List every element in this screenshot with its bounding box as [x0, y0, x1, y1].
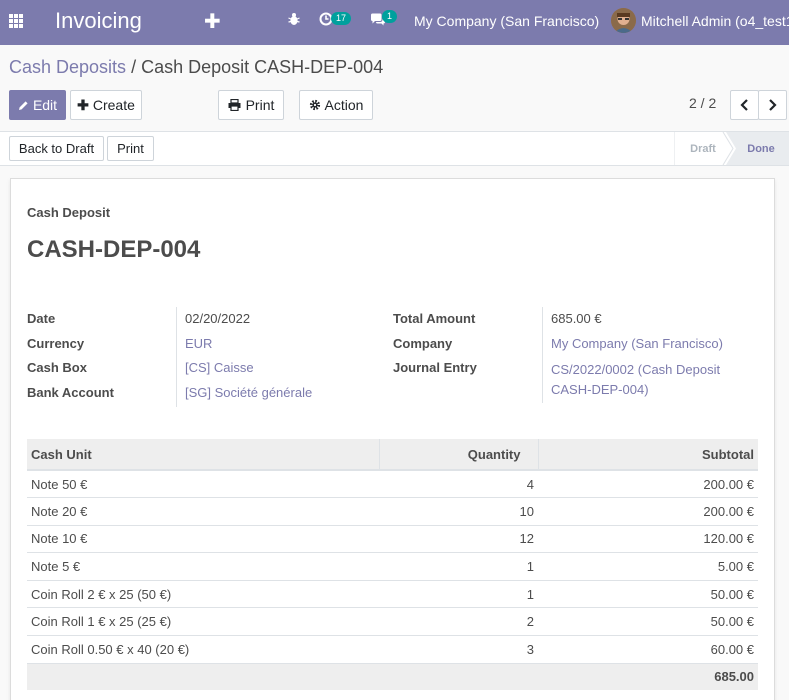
statusbar-print-label: Print	[117, 141, 144, 156]
total-spacer-cell	[379, 662, 538, 691]
column-header-quantity[interactable]: Quantity	[378, 439, 538, 471]
plus-icon: ✚	[77, 96, 89, 113]
edit-button[interactable]: Edit	[9, 90, 66, 120]
action-button[interactable]: Action	[299, 90, 373, 120]
left-group-separator	[176, 307, 177, 407]
stage-arrows	[674, 132, 789, 165]
breadcrumb: Cash Deposits / Cash Deposit CASH-DEP-00…	[9, 57, 383, 78]
print-label: Print	[245, 97, 275, 113]
total-amount-label: Total Amount	[393, 311, 476, 326]
subtotal-cell: 120.00 €	[538, 524, 758, 553]
journal-entry-label: Journal Entry	[393, 360, 477, 375]
chevron-left-icon	[740, 99, 748, 111]
date-value: 02/20/2022	[185, 311, 251, 326]
company-label: Company	[393, 336, 453, 351]
table-row[interactable]: Note 20 € 10 200.00 €	[27, 497, 758, 526]
pager-next-button[interactable]	[758, 90, 787, 120]
pager-previous-button[interactable]	[730, 90, 759, 120]
back-to-draft-label: Back to Draft	[18, 141, 95, 156]
gear-icon	[309, 99, 320, 111]
bug-icon[interactable]	[288, 12, 300, 26]
subtotal-cell: 50.00 €	[538, 579, 758, 608]
quantity-cell: 1	[379, 579, 538, 608]
cash-unit-cell: Note 10 €	[27, 524, 379, 553]
app-title[interactable]: Invoicing	[55, 8, 142, 33]
print-icon	[228, 99, 241, 111]
stage-draft-label: Draft	[690, 142, 716, 155]
chevron-right-icon	[769, 99, 777, 111]
stage-draft[interactable]: Draft	[679, 132, 727, 165]
date-label: Date	[27, 311, 56, 326]
quantity-cell: 10	[379, 497, 538, 526]
journal-entry-line1: CS/2022/0002 (Cash Deposit	[551, 362, 721, 377]
breadcrumb-current: Cash Deposit CASH-DEP-004	[141, 57, 384, 77]
form-sheet: Cash Deposit CASH-DEP-004 Date 02/20/202…	[10, 178, 775, 700]
plus-icon[interactable]: ✚	[204, 11, 221, 33]
company-switcher[interactable]: My Company (San Francisco)	[414, 13, 600, 29]
cash-unit-cell: Coin Roll 1 € x 25 (25 €)	[27, 607, 379, 636]
right-group-separator	[542, 307, 543, 403]
cash-unit-cell: Note 50 €	[27, 469, 379, 498]
total-subtotal-cell: 685.00	[538, 662, 758, 691]
table-header-row: Cash Unit Quantity Subtotal	[27, 439, 758, 471]
cash-box-value[interactable]: [CS] Caisse	[185, 360, 254, 375]
pager-value[interactable]: 2 / 2	[689, 95, 717, 111]
column-header-subtotal[interactable]: Subtotal	[537, 439, 758, 471]
back-to-draft-button[interactable]: Back to Draft	[9, 136, 104, 161]
bank-account-label: Bank Account	[27, 385, 114, 400]
quantity-cell: 3	[379, 635, 538, 664]
top-navbar: Invoicing ✚ 17 1 My Company (San Francis…	[0, 0, 789, 45]
total-spacer-cell	[27, 662, 379, 691]
cash-box-label: Cash Box	[27, 360, 87, 375]
subtotal-cell: 5.00 €	[538, 552, 758, 581]
user-menu[interactable]: Mitchell Admin (o4_test1)	[641, 13, 789, 29]
table-row[interactable]: Coin Roll 2 € x 25 (50 €) 1 50.00 €	[27, 579, 758, 608]
column-header-cash-unit[interactable]: Cash Unit	[27, 439, 379, 471]
table-total-row: 685.00	[27, 662, 758, 691]
journal-entry-value[interactable]: CS/2022/0002 (Cash Deposit CASH-DEP-004)	[551, 360, 720, 400]
quantity-cell: 4	[379, 469, 538, 498]
currency-value[interactable]: EUR	[185, 336, 213, 351]
create-button[interactable]: ✚ Create	[70, 90, 142, 120]
table-row[interactable]: Coin Roll 1 € x 25 (25 €) 2 50.00 €	[27, 607, 758, 636]
activity-count-badge: 17	[331, 12, 352, 25]
record-type-label: Cash Deposit	[27, 205, 111, 220]
pencil-icon	[18, 100, 28, 110]
cash-unit-cell: Note 5 €	[27, 552, 379, 581]
table-row[interactable]: Note 50 € 4 200.00 €	[27, 469, 758, 498]
action-label: Action	[324, 97, 364, 113]
table-row[interactable]: Coin Roll 0.50 € x 40 (20 €) 3 60.00 €	[27, 635, 758, 664]
subtotal-cell: 200.00 €	[538, 469, 758, 498]
statusbar-print-button[interactable]: Print	[107, 136, 154, 161]
breadcrumb-parent[interactable]: Cash Deposits	[9, 57, 127, 77]
quantity-cell: 12	[379, 524, 538, 553]
quantity-cell: 2	[379, 607, 538, 636]
chat-count-badge: 1	[382, 10, 398, 23]
cash-unit-cell: Note 20 €	[27, 497, 379, 526]
currency-label: Currency	[27, 336, 85, 351]
form-statusbar: Back to Draft Print Draft Done	[0, 131, 789, 166]
cash-unit-cell: Coin Roll 2 € x 25 (50 €)	[27, 579, 379, 608]
stage-done: Done	[737, 132, 785, 165]
table-row[interactable]: Note 10 € 12 120.00 €	[27, 524, 758, 553]
subtotal-cell: 60.00 €	[538, 635, 758, 664]
quantity-cell: 1	[379, 552, 538, 581]
avatar[interactable]	[611, 8, 636, 33]
edit-label: Edit	[32, 97, 58, 113]
bank-account-value[interactable]: [SG] Société générale	[185, 385, 313, 400]
record-name: CASH-DEP-004	[27, 236, 201, 263]
apps-menu-icon[interactable]	[9, 14, 23, 28]
print-button[interactable]: Print	[218, 90, 284, 120]
table-row[interactable]: Note 5 € 1 5.00 €	[27, 552, 758, 581]
breadcrumb-separator: /	[131, 57, 137, 77]
subtotal-cell: 200.00 €	[538, 497, 758, 526]
total-amount-value: 685.00 €	[551, 311, 602, 326]
company-value[interactable]: My Company (San Francisco)	[551, 336, 723, 351]
cash-unit-cell: Coin Roll 0.50 € x 40 (20 €)	[27, 635, 379, 664]
stage-done-label: Done	[747, 142, 775, 155]
subtotal-cell: 50.00 €	[538, 607, 758, 636]
create-label: Create	[92, 97, 135, 113]
cash-lines-table: Cash Unit Quantity Subtotal Note 50 € 4 …	[27, 439, 758, 691]
journal-entry-line2: CASH-DEP-004)	[551, 382, 649, 397]
